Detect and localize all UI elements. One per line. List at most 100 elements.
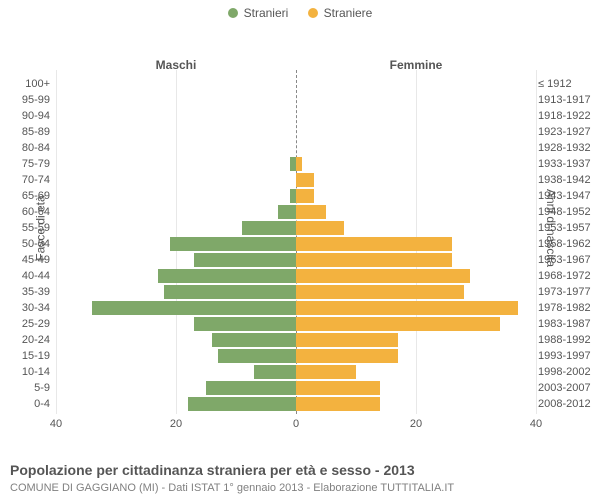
table-row: 80-841928-1932 [56,140,536,156]
bar-female [296,269,470,283]
year-label: 1948-1952 [538,204,592,220]
x-tick: 40 [50,418,62,430]
age-label: 20-24 [10,332,50,348]
bar-female [296,205,326,219]
year-label: 1943-1947 [538,188,592,204]
table-row: 60-641948-1952 [56,204,536,220]
chart-subcaption: COMUNE DI GAGGIANO (MI) - Dati ISTAT 1° … [10,482,454,494]
table-row: 95-991913-1917 [56,92,536,108]
bar-female [296,301,518,315]
bar-female [296,317,500,331]
age-label: 0-4 [10,396,50,412]
bar-male [254,365,296,379]
bar-female [296,397,380,411]
bar-female [296,349,398,363]
bar-male [218,349,296,363]
age-label: 95-99 [10,92,50,108]
year-label: 2008-2012 [538,396,592,412]
bar-male [194,317,296,331]
table-row: 90-941918-1922 [56,108,536,124]
year-label: 1988-1992 [538,332,592,348]
legend-item-female: Straniere [308,6,373,20]
bar-female [296,253,452,267]
age-label: 25-29 [10,316,50,332]
year-label: ≤ 1912 [538,76,592,92]
year-label: 1933-1937 [538,156,592,172]
age-label: 100+ [10,76,50,92]
table-row: 30-341978-1982 [56,300,536,316]
year-label: 1973-1977 [538,284,592,300]
age-label: 55-59 [10,220,50,236]
year-label: 2003-2007 [538,380,592,396]
table-row: 25-291983-1987 [56,316,536,332]
table-row: 15-191993-1997 [56,348,536,364]
x-tick: 40 [530,418,542,430]
legend-item-male: Stranieri [228,6,289,20]
year-label: 1963-1967 [538,252,592,268]
bar-male [158,269,296,283]
bar-male [278,205,296,219]
legend-swatch-female [308,8,318,18]
age-label: 5-9 [10,380,50,396]
age-label: 80-84 [10,140,50,156]
age-label: 45-49 [10,252,50,268]
x-tick: 20 [410,418,422,430]
age-label: 60-64 [10,204,50,220]
year-label: 1918-1922 [538,108,592,124]
age-label: 40-44 [10,268,50,284]
table-row: 20-241988-1992 [56,332,536,348]
table-row: 70-741938-1942 [56,172,536,188]
bar-male [164,285,296,299]
table-row: 40-441968-1972 [56,268,536,284]
chart-caption: Popolazione per cittadinanza straniera p… [10,462,415,478]
legend-label-male: Stranieri [244,6,289,20]
age-label: 10-14 [10,364,50,380]
bar-female [296,189,314,203]
year-label: 1913-1917 [538,92,592,108]
table-row: 75-791933-1937 [56,156,536,172]
bar-female [296,381,380,395]
bar-female [296,237,452,251]
year-label: 1968-1972 [538,268,592,284]
age-label: 85-89 [10,124,50,140]
table-row: 10-141998-2002 [56,364,536,380]
x-tick: 20 [170,418,182,430]
age-label: 65-69 [10,188,50,204]
bar-male [194,253,296,267]
bar-male [206,381,296,395]
year-label: 1958-1962 [538,236,592,252]
bars-container: 100+≤ 191295-991913-191790-941918-192285… [56,76,536,412]
year-label: 1938-1942 [538,172,592,188]
bar-female [296,157,302,171]
bar-female [296,221,344,235]
x-tick: 0 [293,418,299,430]
bar-male [188,397,296,411]
legend-swatch-male [228,8,238,18]
age-label: 90-94 [10,108,50,124]
table-row: 50-541958-1962 [56,236,536,252]
year-label: 1993-1997 [538,348,592,364]
table-row: 5-92003-2007 [56,380,536,396]
age-label: 70-74 [10,172,50,188]
bar-male [170,237,296,251]
bar-female [296,365,356,379]
bar-male [242,221,296,235]
table-row: 45-491963-1967 [56,252,536,268]
table-row: 0-42008-2012 [56,396,536,412]
year-label: 1983-1987 [538,316,592,332]
year-label: 1923-1927 [538,124,592,140]
age-label: 35-39 [10,284,50,300]
gridline [536,70,537,414]
age-label: 15-19 [10,348,50,364]
age-label: 75-79 [10,156,50,172]
table-row: 55-591953-1957 [56,220,536,236]
year-label: 1978-1982 [538,300,592,316]
age-label: 50-54 [10,236,50,252]
table-row: 85-891923-1927 [56,124,536,140]
bar-female [296,285,464,299]
year-label: 1928-1932 [538,140,592,156]
bar-female [296,333,398,347]
bar-male [212,333,296,347]
chart-legend: Stranieri Straniere [0,6,600,21]
table-row: 35-391973-1977 [56,284,536,300]
